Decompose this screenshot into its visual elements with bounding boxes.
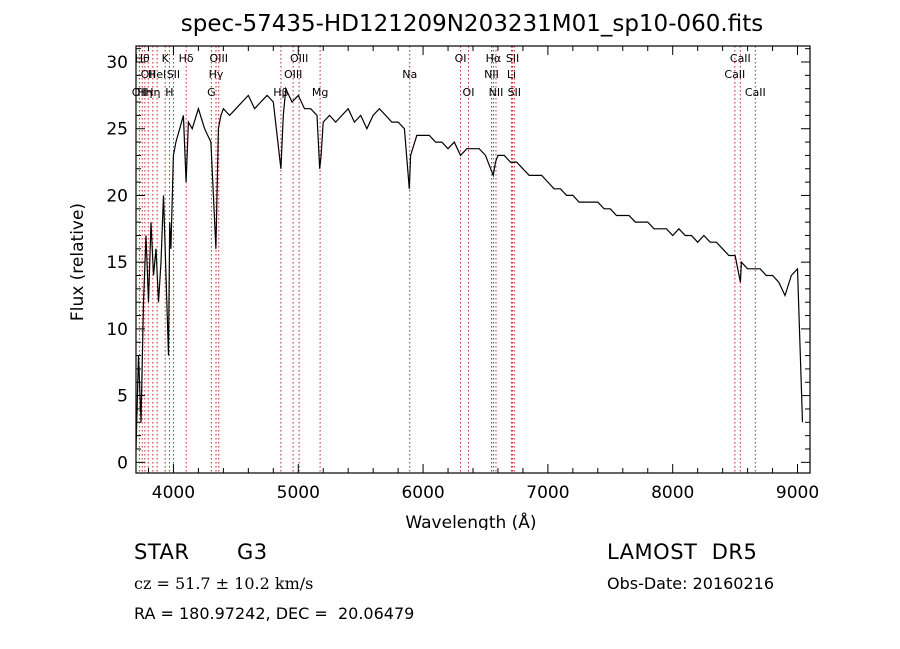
line-marker-label: OIII <box>284 68 302 81</box>
line-marker-label: Mg <box>312 86 328 99</box>
y-tick-label: 30 <box>106 53 128 73</box>
line-marker-label: OI <box>455 52 467 65</box>
line-marker-label: OII <box>141 68 156 81</box>
line-marker-label: G <box>207 86 216 99</box>
y-tick-label: 15 <box>106 253 128 273</box>
redshift-velocity: cz = 51.7 ± 10.2 km/s <box>134 574 314 593</box>
emission-line-labels: OIIHθHηOIIHηHeIKHSIIHδGHγOIIIHβOIIIOIIIM… <box>132 52 766 99</box>
x-tick-label: 7000 <box>526 483 569 503</box>
line-marker-label: Li <box>507 68 516 81</box>
survey-name: LAMOST DR5 <box>607 540 758 564</box>
line-marker-label: K <box>162 52 170 65</box>
line-marker-label: Hγ <box>209 68 224 81</box>
x-tick-label: 4000 <box>152 483 195 503</box>
x-tick-label: 9000 <box>776 483 819 503</box>
object-subclass: G3 <box>237 540 268 564</box>
line-marker-label: Hη <box>137 86 152 99</box>
x-axis: 4000 5000 6000 7000 8000 9000 <box>147 46 819 503</box>
line-marker-label: OIII <box>290 52 308 65</box>
line-marker-label: OIII <box>210 52 228 65</box>
line-marker-label: SII <box>508 86 521 99</box>
y-tick-label: 5 <box>117 387 128 407</box>
x-tick-label: 8000 <box>651 483 694 503</box>
emission-line-markers <box>138 46 756 473</box>
spectrum-line <box>135 86 804 450</box>
y-tick-label: 0 <box>117 453 128 473</box>
line-marker-label: H <box>165 86 173 99</box>
y-axis-label: Flux (relative) <box>68 203 88 321</box>
line-marker-label: NII <box>489 86 504 99</box>
line-marker-label: Hθ <box>135 52 150 65</box>
line-marker-label: CaII <box>745 86 766 99</box>
x-tick-label: 5000 <box>277 483 320 503</box>
y-tick-label: 20 <box>106 186 128 206</box>
line-marker-label: Hδ <box>179 52 194 65</box>
chart-title: spec-57435-HD121209N203231M01_sp10-060.f… <box>181 11 763 37</box>
line-marker-label: SII <box>506 52 519 65</box>
line-marker-label: OI <box>463 86 475 99</box>
observation-date: Obs-Date: 20160216 <box>607 574 775 593</box>
x-axis-label: Wavelength (Å) <box>405 511 536 530</box>
line-marker-label: Hβ <box>273 86 288 99</box>
spectrum-chart: spec-57435-HD121209N203231M01_sp10-060.f… <box>68 11 819 530</box>
object-class: STAR <box>134 540 190 564</box>
y-axis: 0 5 10 15 20 25 30 <box>106 48 810 473</box>
plot-frame <box>135 45 811 474</box>
line-marker-label: Hη <box>145 86 160 99</box>
line-marker-label: Hα <box>486 52 502 65</box>
x-tick-label: 6000 <box>401 483 444 503</box>
line-marker-label: Na <box>402 68 417 81</box>
coordinates: RA = 180.97242, DEC = 20.06479 <box>134 604 415 623</box>
line-marker-label: CaII <box>724 68 745 81</box>
line-marker-label: SII <box>167 68 180 81</box>
line-marker-label: HeI <box>148 68 166 81</box>
y-tick-label: 25 <box>106 120 128 140</box>
line-marker-label: NII <box>484 68 499 81</box>
y-tick-label: 10 <box>106 320 128 340</box>
line-marker-label: CaII <box>730 52 751 65</box>
